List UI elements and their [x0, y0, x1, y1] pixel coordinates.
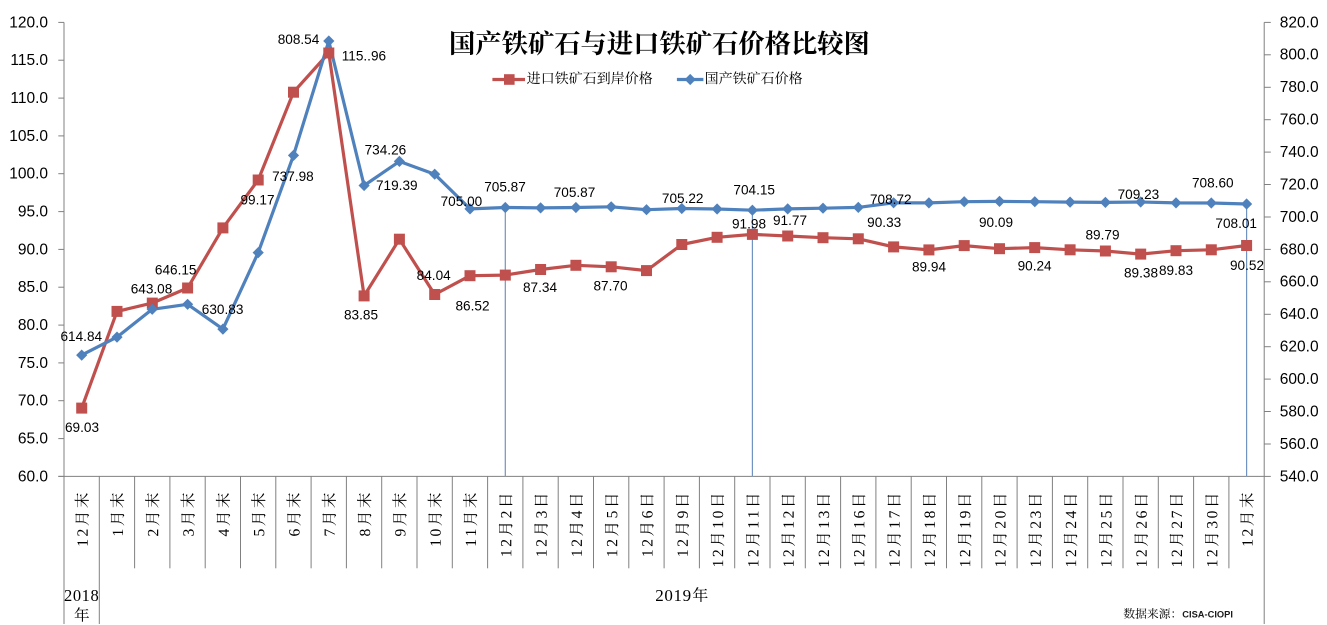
svg-text:60.0: 60.0 [18, 468, 49, 485]
svg-text:95.0: 95.0 [18, 204, 49, 221]
svg-text:540.0: 540.0 [1280, 468, 1319, 485]
svg-text:709.23: 709.23 [1118, 187, 1160, 202]
svg-text:91.77: 91.77 [773, 213, 807, 228]
svg-text:643.08: 643.08 [131, 282, 173, 297]
svg-text:820.0: 820.0 [1280, 14, 1319, 31]
svg-text:CISA-CIOPI: CISA-CIOPI [1182, 610, 1233, 620]
svg-text:705.87: 705.87 [484, 179, 526, 194]
svg-text:640.0: 640.0 [1280, 306, 1319, 323]
svg-text:99.17: 99.17 [240, 192, 274, 207]
svg-text:708.72: 708.72 [870, 192, 912, 207]
svg-text:660.0: 660.0 [1280, 274, 1319, 291]
svg-text:800.0: 800.0 [1280, 47, 1319, 64]
svg-text:89.94: 89.94 [912, 260, 946, 275]
svg-text:705.22: 705.22 [662, 191, 704, 206]
svg-text:115..96: 115..96 [342, 49, 386, 64]
svg-text:120.0: 120.0 [9, 14, 48, 31]
svg-text:705.87: 705.87 [554, 185, 596, 200]
svg-text:80.0: 80.0 [18, 317, 49, 334]
svg-text:70.0: 70.0 [18, 393, 49, 410]
svg-text:100.0: 100.0 [9, 166, 48, 183]
svg-text:760.0: 760.0 [1280, 112, 1319, 129]
svg-text:90.24: 90.24 [1018, 258, 1052, 273]
svg-text:734.26: 734.26 [365, 142, 407, 157]
svg-text:86.52: 86.52 [455, 299, 489, 314]
svg-text:91.98: 91.98 [732, 217, 766, 232]
svg-text:110.0: 110.0 [10, 90, 48, 107]
svg-text:630.83: 630.83 [202, 302, 244, 317]
svg-text:708.60: 708.60 [1192, 176, 1234, 191]
svg-text:680.0: 680.0 [1280, 241, 1319, 258]
svg-text:2019: 2019 [655, 586, 691, 605]
svg-text:87.34: 87.34 [523, 280, 557, 295]
svg-text:89.83: 89.83 [1159, 263, 1193, 278]
svg-text:614.84: 614.84 [61, 329, 103, 344]
svg-text:105.0: 105.0 [9, 128, 48, 145]
svg-text:90.0: 90.0 [18, 241, 49, 258]
svg-text:115.0: 115.0 [10, 52, 48, 69]
svg-text:704.15: 704.15 [733, 182, 775, 197]
svg-text:720.0: 720.0 [1280, 176, 1319, 193]
svg-text:700.0: 700.0 [1280, 209, 1319, 226]
svg-text:705.00: 705.00 [441, 194, 483, 209]
svg-text:646.15: 646.15 [155, 263, 197, 278]
svg-text:737.98: 737.98 [272, 169, 314, 184]
svg-text:600.0: 600.0 [1280, 371, 1319, 388]
svg-text:2018: 2018 [64, 586, 99, 605]
svg-text:808.54: 808.54 [278, 32, 320, 47]
svg-text:87.70: 87.70 [593, 279, 627, 294]
svg-text:89.79: 89.79 [1085, 228, 1119, 243]
svg-text:65.0: 65.0 [18, 431, 49, 448]
svg-text:75.0: 75.0 [18, 355, 49, 372]
svg-text:90.33: 90.33 [867, 215, 901, 230]
svg-text:620.0: 620.0 [1280, 339, 1319, 356]
svg-text:69.03: 69.03 [65, 420, 99, 435]
svg-text:740.0: 740.0 [1280, 144, 1319, 161]
svg-text:85.0: 85.0 [18, 279, 49, 296]
svg-text:780.0: 780.0 [1280, 79, 1319, 96]
svg-text:580.0: 580.0 [1280, 403, 1319, 420]
svg-text:84.04: 84.04 [417, 268, 451, 283]
svg-text:719.39: 719.39 [376, 178, 418, 193]
svg-text:708.01: 708.01 [1215, 216, 1257, 231]
svg-text:83.85: 83.85 [344, 308, 378, 323]
svg-text:89.38: 89.38 [1124, 266, 1158, 281]
svg-text:90.09: 90.09 [979, 215, 1013, 230]
svg-text:560.0: 560.0 [1280, 436, 1319, 453]
svg-text:90.52: 90.52 [1230, 258, 1264, 273]
